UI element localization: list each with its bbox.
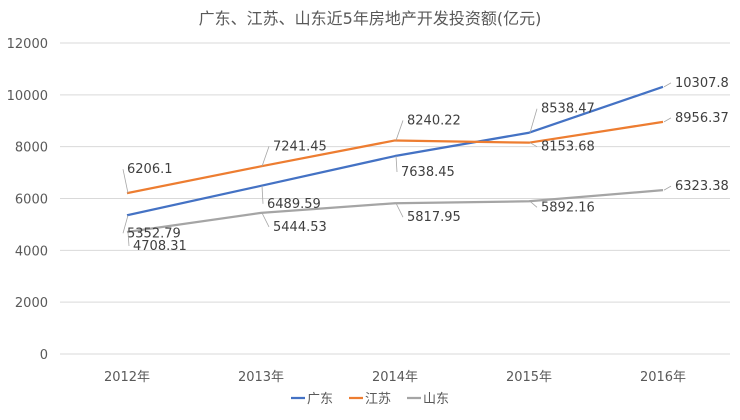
x-tick-label: 2015年 xyxy=(506,370,552,385)
leader-line xyxy=(122,215,129,234)
x-axis: 2012年 2013年 2014年 2015年 2016年 xyxy=(104,370,686,385)
x-tick-label: 2013年 xyxy=(238,370,284,385)
data-label: 6489.59 xyxy=(267,197,321,212)
legend: 广东 江苏 山东 xyxy=(291,391,449,407)
data-label: 8956.37 xyxy=(675,111,729,126)
data-label: 6323.38 xyxy=(675,179,729,194)
legend-label-2: 江苏 xyxy=(365,391,391,407)
x-tick-label: 2014年 xyxy=(372,370,418,385)
chart-title: 广东、江苏、山东近5年房地产开发投资额(亿元) xyxy=(199,9,542,28)
y-tick-label: 0 xyxy=(40,348,48,363)
y-tick-label: 10000 xyxy=(7,89,48,104)
leader-line xyxy=(395,120,404,141)
data-label: 5352.79 xyxy=(127,226,181,241)
x-tick-label: 2012年 xyxy=(104,370,150,385)
leader-line xyxy=(395,203,404,218)
leader-line xyxy=(663,117,672,123)
series-line-2 xyxy=(126,120,664,195)
leader-line xyxy=(122,169,129,194)
leader-line xyxy=(261,146,270,167)
y-axis: 0 2000 4000 6000 8000 10000 12000 xyxy=(7,37,48,363)
data-label: 4708.31 xyxy=(133,239,187,254)
data-labels: 5352.79 6489.59 7638.45 8538.47 10307.8 6206.… xyxy=(122,76,729,254)
data-label: 6206.1 xyxy=(127,162,173,177)
y-tick-label: 4000 xyxy=(15,244,48,259)
series-lines xyxy=(126,85,664,234)
leader-line xyxy=(663,185,672,191)
data-label: 8240.22 xyxy=(407,113,461,128)
leader-line xyxy=(529,108,538,133)
data-label: 8538.47 xyxy=(541,102,595,117)
leader-line xyxy=(395,156,398,173)
leader-line xyxy=(529,142,538,148)
data-label: 5892.16 xyxy=(541,200,595,215)
leader-line xyxy=(663,82,672,88)
y-tick-label: 8000 xyxy=(15,141,48,156)
y-tick-label: 6000 xyxy=(15,193,48,208)
data-label: 5444.53 xyxy=(273,220,327,235)
legend-label-3: 山东 xyxy=(423,392,449,407)
data-label: 10307.8 xyxy=(675,76,729,91)
series-line-3 xyxy=(126,188,664,234)
leader-line xyxy=(127,231,130,247)
leader-line xyxy=(261,212,270,228)
data-label: 7241.45 xyxy=(273,139,327,154)
y-tick-label: 12000 xyxy=(7,37,48,52)
series-line-1 xyxy=(126,85,664,217)
data-label: 7638.45 xyxy=(401,165,455,180)
data-label: 5817.95 xyxy=(407,210,461,225)
gridlines xyxy=(60,42,730,355)
data-label: 8153.68 xyxy=(541,140,595,155)
legend-label-1: 广东 xyxy=(307,392,333,407)
leader-line xyxy=(261,185,264,204)
x-tick-label: 2016年 xyxy=(640,370,686,385)
y-tick-label: 2000 xyxy=(15,296,48,311)
leader-line xyxy=(529,200,538,208)
